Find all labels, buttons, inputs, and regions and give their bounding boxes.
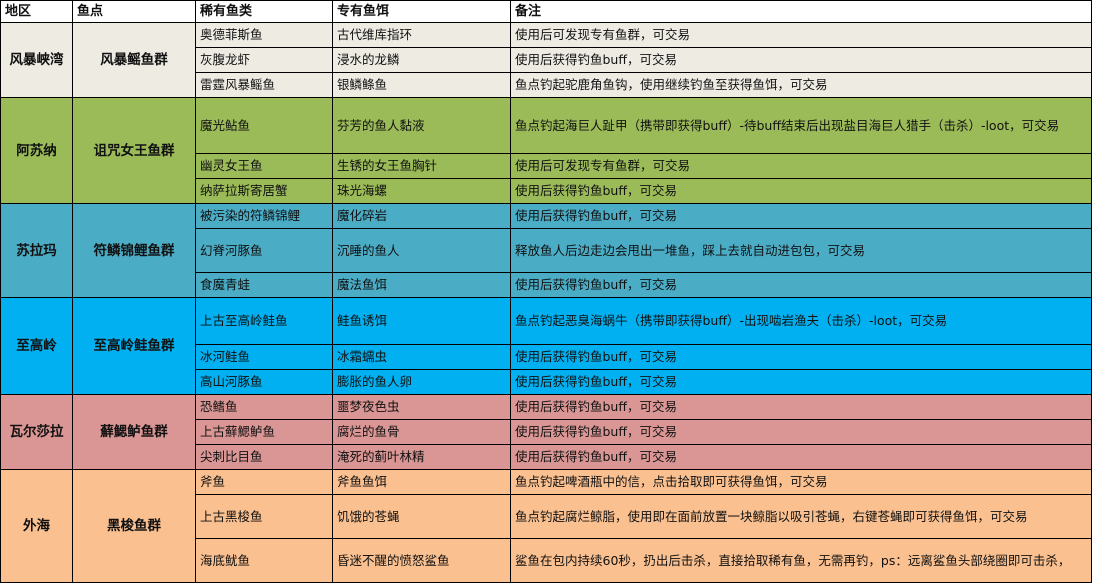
- note-cell: 使用后获得钓鱼buff，可交易: [510, 419, 1092, 445]
- rare-fish-cell: 奥德菲斯鱼: [195, 22, 333, 48]
- region-cell: 瓦尔莎拉: [0, 394, 73, 470]
- fishing-spot-cell: 风暴鳐鱼群: [72, 22, 196, 98]
- bait-cell: 斧鱼鱼饵: [332, 469, 511, 495]
- note-cell: 鱼点钓起驼鹿角鱼钩，使用继续钓鱼至获得鱼饵，可交易: [510, 72, 1092, 98]
- table-row: 阿苏纳 诅咒女王鱼群 魔光鲇鱼 芬芳的鱼人黏液 鱼点钓起海巨人趾甲（携带即获得buff）…: [0, 97, 1092, 204]
- note-cell: 鱼点钓起腐烂鲸脂，使用即在面前放置一块鲸脂以吸引苍蝇，右键苍蝇即可获得鱼饵，可交…: [510, 494, 1092, 539]
- bait-cell: 珠光海螺: [332, 178, 511, 204]
- note-cell: 鱼点钓起恶臭海蜗牛（携带即获得buff）-出现啮岩渔夫（击杀）-loot，可交易: [510, 297, 1092, 345]
- region-cell: 苏拉玛: [0, 203, 73, 298]
- header-note: 备注: [510, 0, 1092, 23]
- bait-cell: 沉睡的鱼人: [332, 228, 511, 273]
- note-cell: 鱼点钓起海巨人趾甲（携带即获得buff）-待buff结束后出现盐目海巨人猎手（击…: [510, 97, 1092, 154]
- fishing-spot-cell: 蘚鰓鲈鱼群: [72, 394, 196, 470]
- table-row: 瓦尔莎拉 蘚鰓鲈鱼群 恐鳍鱼 噩梦夜色虫 使用后获得钓鱼buff，可交易: [0, 394, 1092, 470]
- rare-fish-cell: 魔光鲇鱼: [195, 97, 333, 154]
- note-cell: 使用后获得钓鱼buff，可交易: [510, 47, 1092, 73]
- rare-fish-cell: 上古黑梭鱼: [195, 494, 333, 539]
- table-row: 上古黑梭鱼 饥饿的苍蝇 鱼点钓起腐烂鲸脂，使用即在面前放置一块鲸脂以吸引苍蝇，右键苍…: [0, 494, 1092, 539]
- rare-fish-cell: 高山河豚鱼: [195, 369, 333, 395]
- note-cell: 使用后获得钓鱼buff，可交易: [510, 344, 1092, 370]
- bait-cell: 淹死的蓟叶林精: [332, 444, 511, 470]
- bait-cell: 浸水的龙鳞: [332, 47, 511, 73]
- rare-fish-cell: 海底鱿鱼: [195, 538, 333, 583]
- rare-fish-cell: 纳萨拉斯寄居蟹: [195, 178, 333, 204]
- bait-cell: 冰霜蠕虫: [332, 344, 511, 370]
- bait-cell: 生锈的女王鱼胸针: [332, 153, 511, 179]
- rare-fish-cell: 上古蘚鰓鲈鱼: [195, 419, 333, 445]
- bait-cell: 芬芳的鱼人黏液: [332, 97, 511, 154]
- fishing-spot-cell: 至高岭鲑鱼群: [72, 297, 196, 395]
- bait-cell: 银鳞鲦鱼: [332, 72, 511, 98]
- header-region: 地区: [0, 0, 73, 23]
- rare-fish-cell: 食魔青蛙: [195, 272, 333, 298]
- note-cell: 鲨鱼在包内持续60秒，扔出后击杀，直接拾取稀有鱼，无需再钓，ps：远离鲨鱼头部绕…: [510, 538, 1092, 583]
- note-cell: 使用后获得钓鱼buff，可交易: [510, 203, 1092, 229]
- note-cell: 使用后获得钓鱼buff，可交易: [510, 394, 1092, 420]
- header-spot: 鱼点: [72, 0, 196, 23]
- note-cell: 使用后获得钓鱼buff，可交易: [510, 178, 1092, 204]
- rare-fish-cell: 恐鳍鱼: [195, 394, 333, 420]
- rare-fish-cell: 幽灵女王鱼: [195, 153, 333, 179]
- bait-cell: 魔化碎岩: [332, 203, 511, 229]
- bait-cell: 昏迷不醒的愤怒鲨鱼: [332, 538, 511, 583]
- rare-fish-cell: 被污染的符鳞锦鲤: [195, 203, 333, 229]
- rare-fish-cell: 尖刺比目鱼: [195, 444, 333, 470]
- table-row: 外海 黑梭鱼群 斧鱼 斧鱼鱼饵 鱼点钓起啤酒瓶中的信，点击拾取即可获得鱼饵，可交易: [0, 469, 1092, 583]
- rare-fish-cell: 幻脊河豚鱼: [195, 228, 333, 273]
- bait-cell: 腐烂的鱼骨: [332, 419, 511, 445]
- region-cell: 风暴峡湾: [0, 22, 73, 98]
- table-row: 至高岭 至高岭鲑鱼群 上古至高岭鲑鱼 鲑鱼诱饵 鱼点钓起恶臭海蜗牛（携带即获得buff）…: [0, 297, 1092, 395]
- note-cell: 使用后获得钓鱼buff，可交易: [510, 272, 1092, 298]
- note-cell: 使用后可发现专有鱼群，可交易: [510, 22, 1092, 48]
- region-cell: 阿苏纳: [0, 97, 73, 204]
- header-row: 地区 鱼点 稀有鱼类 专有鱼饵 备注: [0, 0, 1092, 23]
- header-fish: 稀有鱼类: [195, 0, 333, 23]
- region-cell: 至高岭: [0, 297, 73, 395]
- note-cell: 释放鱼人后边走边会甩出一堆鱼，踩上去就自动进包包，可交易: [510, 228, 1092, 273]
- bait-cell: 饥饿的苍蝇: [332, 494, 511, 539]
- table-row: 灰腹龙虾 浸水的龙鳞 使用后获得钓鱼buff，可交易: [0, 47, 1092, 73]
- bait-cell: 膨胀的鱼人卵: [332, 369, 511, 395]
- rare-fish-cell: 灰腹龙虾: [195, 47, 333, 73]
- fishing-spot-cell: 诅咒女王鱼群: [72, 97, 196, 204]
- table-row: 苏拉玛 符鳞锦鲤鱼群 被污染的符鳞锦鲤 魔化碎岩 使用后获得钓鱼buff，可交易: [0, 203, 1092, 298]
- table-row: 风暴峡湾 风暴鳐鱼群 奥德菲斯鱼 古代维库指环 使用后可发现专有鱼群，可交易: [0, 22, 1092, 98]
- note-cell: 使用后获得钓鱼buff，可交易: [510, 369, 1092, 395]
- region-cell: 外海: [0, 469, 73, 583]
- header-bait: 专有鱼饵: [332, 0, 511, 23]
- rare-fish-cell: 雷霆风暴鳐鱼: [195, 72, 333, 98]
- bait-cell: 鲑鱼诱饵: [332, 297, 511, 345]
- rare-fish-cell: 上古至高岭鲑鱼: [195, 297, 333, 345]
- bait-cell: 噩梦夜色虫: [332, 394, 511, 420]
- note-cell: 使用后可发现专有鱼群，可交易: [510, 153, 1092, 179]
- bait-cell: 古代维库指环: [332, 22, 511, 48]
- note-cell: 鱼点钓起啤酒瓶中的信，点击拾取即可获得鱼饵，可交易: [510, 469, 1092, 495]
- bait-cell: 魔法鱼饵: [332, 272, 511, 298]
- rare-fish-cell: 冰河鲑鱼: [195, 344, 333, 370]
- note-cell: 使用后获得钓鱼buff，可交易: [510, 444, 1092, 470]
- rare-fish-cell: 斧鱼: [195, 469, 333, 495]
- fishing-spot-cell: 黑梭鱼群: [72, 469, 196, 583]
- fishing-spot-cell: 符鳞锦鲤鱼群: [72, 203, 196, 298]
